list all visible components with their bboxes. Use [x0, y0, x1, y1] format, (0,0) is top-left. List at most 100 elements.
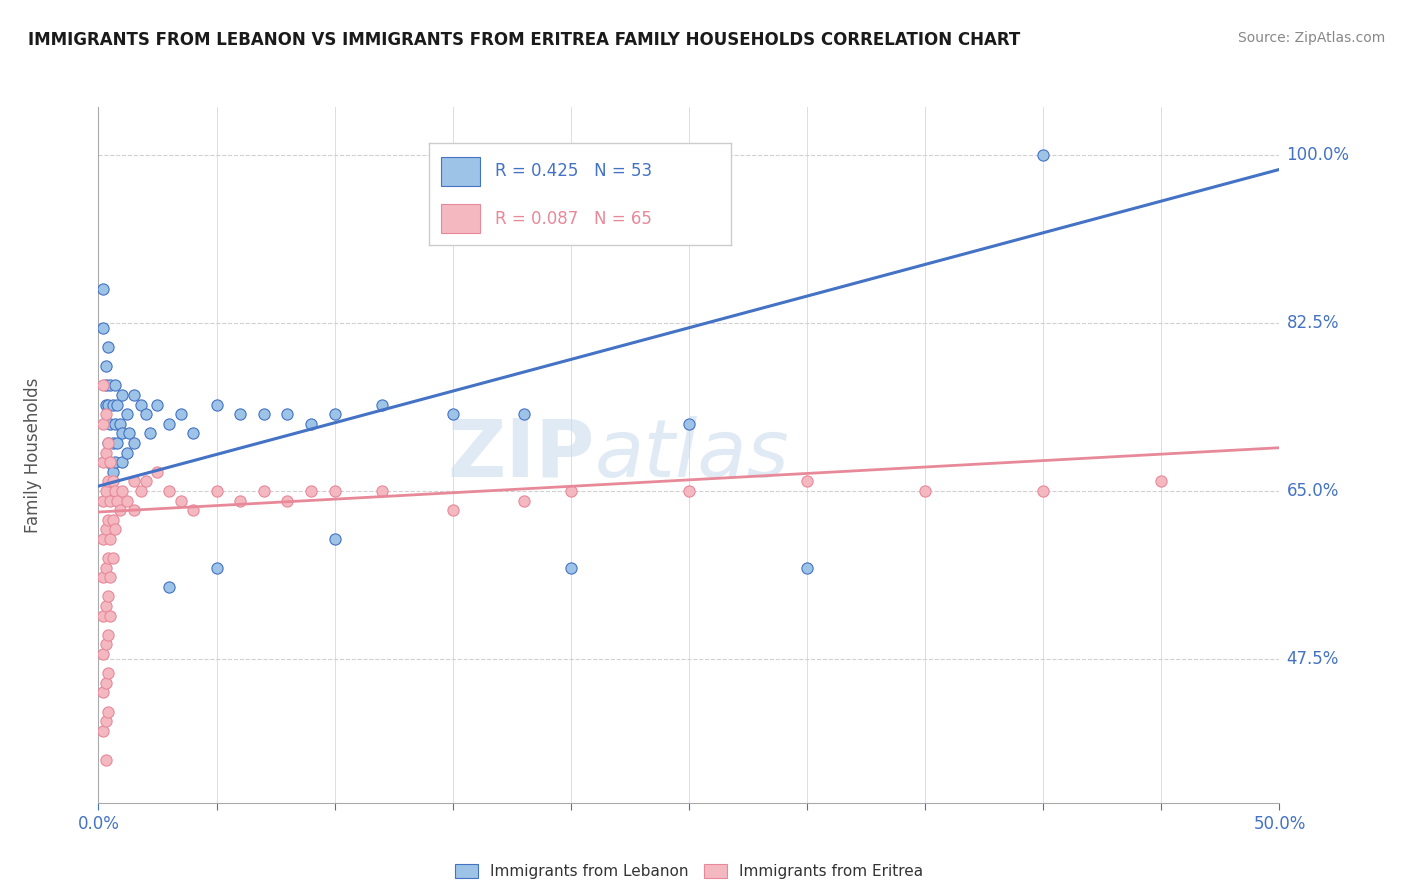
Point — [97, 398, 120, 412]
Point — [101, 436, 124, 450]
Point — [98, 455, 121, 469]
Point — [97, 436, 120, 450]
Point — [157, 580, 180, 594]
Point — [91, 282, 114, 296]
Point — [323, 407, 346, 421]
Point — [91, 570, 114, 584]
Point — [97, 436, 120, 450]
Point — [104, 522, 127, 536]
Point — [98, 493, 121, 508]
Point — [105, 398, 128, 412]
Text: 100.0%: 100.0% — [1286, 146, 1350, 164]
Point — [512, 493, 534, 508]
Point — [135, 475, 157, 489]
Point — [122, 436, 145, 450]
Point — [98, 378, 121, 392]
Point — [97, 590, 120, 604]
Point — [441, 407, 464, 421]
Point — [91, 532, 114, 546]
Text: IMMIGRANTS FROM LEBANON VS IMMIGRANTS FROM ERITREA FAMILY HOUSEHOLDS CORRELATION: IMMIGRANTS FROM LEBANON VS IMMIGRANTS FR… — [28, 31, 1021, 49]
Point — [97, 513, 120, 527]
Point — [441, 503, 464, 517]
Point — [101, 398, 124, 412]
Point — [108, 503, 131, 517]
Point — [94, 637, 117, 651]
Point — [560, 483, 582, 498]
Point — [94, 407, 117, 421]
Point — [1032, 148, 1054, 162]
Point — [94, 676, 117, 690]
Point — [205, 398, 228, 412]
Point — [678, 417, 700, 431]
Point — [91, 685, 114, 699]
Point — [104, 455, 127, 469]
Point — [91, 455, 114, 469]
Text: R = 0.425   N = 53: R = 0.425 N = 53 — [495, 162, 652, 180]
Point — [111, 455, 134, 469]
Text: 47.5%: 47.5% — [1286, 650, 1339, 668]
Point — [94, 398, 117, 412]
Point — [97, 551, 120, 566]
Point — [122, 503, 145, 517]
Point — [97, 705, 120, 719]
Point — [512, 407, 534, 421]
Point — [94, 483, 117, 498]
Point — [94, 714, 117, 729]
Point — [97, 628, 120, 642]
Point — [276, 407, 298, 421]
Point — [98, 532, 121, 546]
Text: ZIP: ZIP — [447, 416, 595, 494]
Point — [105, 493, 128, 508]
Point — [101, 551, 124, 566]
Point — [146, 398, 169, 412]
Point — [299, 417, 322, 431]
Point — [371, 398, 394, 412]
Text: 65.0%: 65.0% — [1286, 482, 1339, 500]
Text: atlas: atlas — [595, 416, 789, 494]
Point — [97, 475, 120, 489]
Point — [97, 455, 120, 469]
Point — [98, 483, 121, 498]
Point — [94, 560, 117, 574]
Point — [139, 426, 162, 441]
Text: Family Households: Family Households — [24, 377, 42, 533]
Point — [98, 608, 121, 623]
Point — [914, 483, 936, 498]
Point — [91, 417, 114, 431]
Point — [157, 417, 180, 431]
Point — [129, 483, 152, 498]
Point — [560, 560, 582, 574]
Point — [229, 493, 252, 508]
Legend: Immigrants from Lebanon, Immigrants from Eritrea: Immigrants from Lebanon, Immigrants from… — [449, 858, 929, 886]
Point — [796, 475, 818, 489]
Point — [371, 483, 394, 498]
Point — [118, 426, 141, 441]
Point — [299, 483, 322, 498]
Text: Source: ZipAtlas.com: Source: ZipAtlas.com — [1237, 31, 1385, 45]
Point — [1032, 483, 1054, 498]
Point — [115, 493, 138, 508]
Point — [181, 503, 204, 517]
Point — [678, 483, 700, 498]
Point — [323, 532, 346, 546]
Point — [104, 483, 127, 498]
Point — [91, 493, 114, 508]
Point — [122, 475, 145, 489]
Point — [98, 417, 121, 431]
Point — [91, 378, 114, 392]
Point — [146, 465, 169, 479]
Point — [94, 522, 117, 536]
Point — [181, 426, 204, 441]
Point — [91, 723, 114, 738]
Text: 82.5%: 82.5% — [1286, 314, 1339, 332]
Point — [111, 426, 134, 441]
Point — [1150, 475, 1173, 489]
Point — [98, 570, 121, 584]
Point — [170, 493, 193, 508]
Point — [94, 445, 117, 459]
Point — [94, 359, 117, 373]
Point — [157, 483, 180, 498]
Point — [205, 483, 228, 498]
Point — [323, 483, 346, 498]
Point — [91, 647, 114, 661]
